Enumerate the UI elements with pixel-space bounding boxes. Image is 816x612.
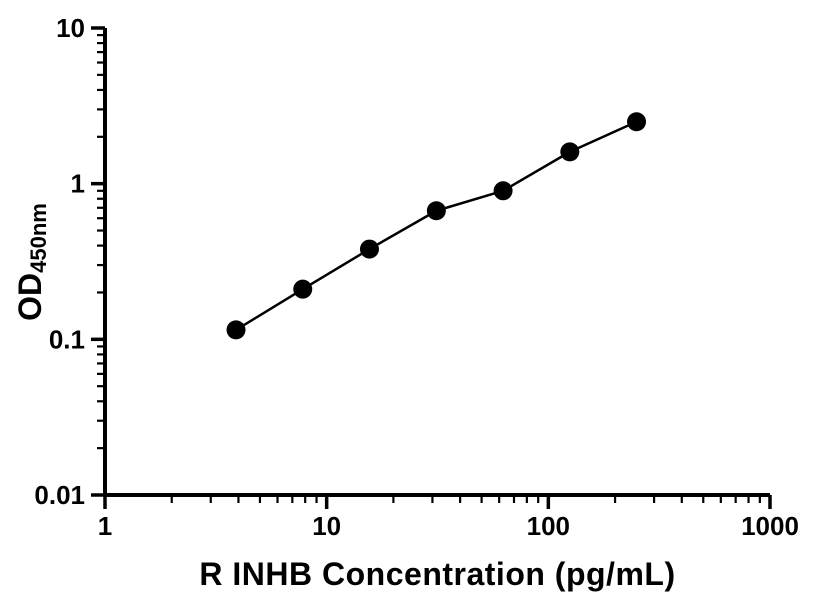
y-tick-label: 10 [56,13,85,43]
data-point-marker [359,239,379,259]
data-point-marker [426,201,446,221]
y-tick-label: 1 [71,169,85,199]
data-point-marker [627,112,647,132]
x-axis-title: R INHB Concentration (pg/mL) [199,556,676,592]
x-tick-label: 100 [527,511,570,541]
axis-spines [103,28,770,497]
x-tick-label: 1000 [741,511,799,541]
x-tick-label: 1 [98,511,112,541]
data-point-marker [226,320,246,340]
x-tick-label: 10 [312,511,341,541]
y-tick-label: 0.1 [49,324,85,354]
data-point-marker [493,181,513,201]
data-point-marker [293,279,313,299]
y-axis-title: OD450nm [12,203,52,321]
y-axis-title-subscript: 450nm [26,203,51,273]
y-axis-title-main: OD [12,272,48,321]
data-point-marker [560,142,580,162]
y-tick-label: 0.01 [34,480,85,510]
